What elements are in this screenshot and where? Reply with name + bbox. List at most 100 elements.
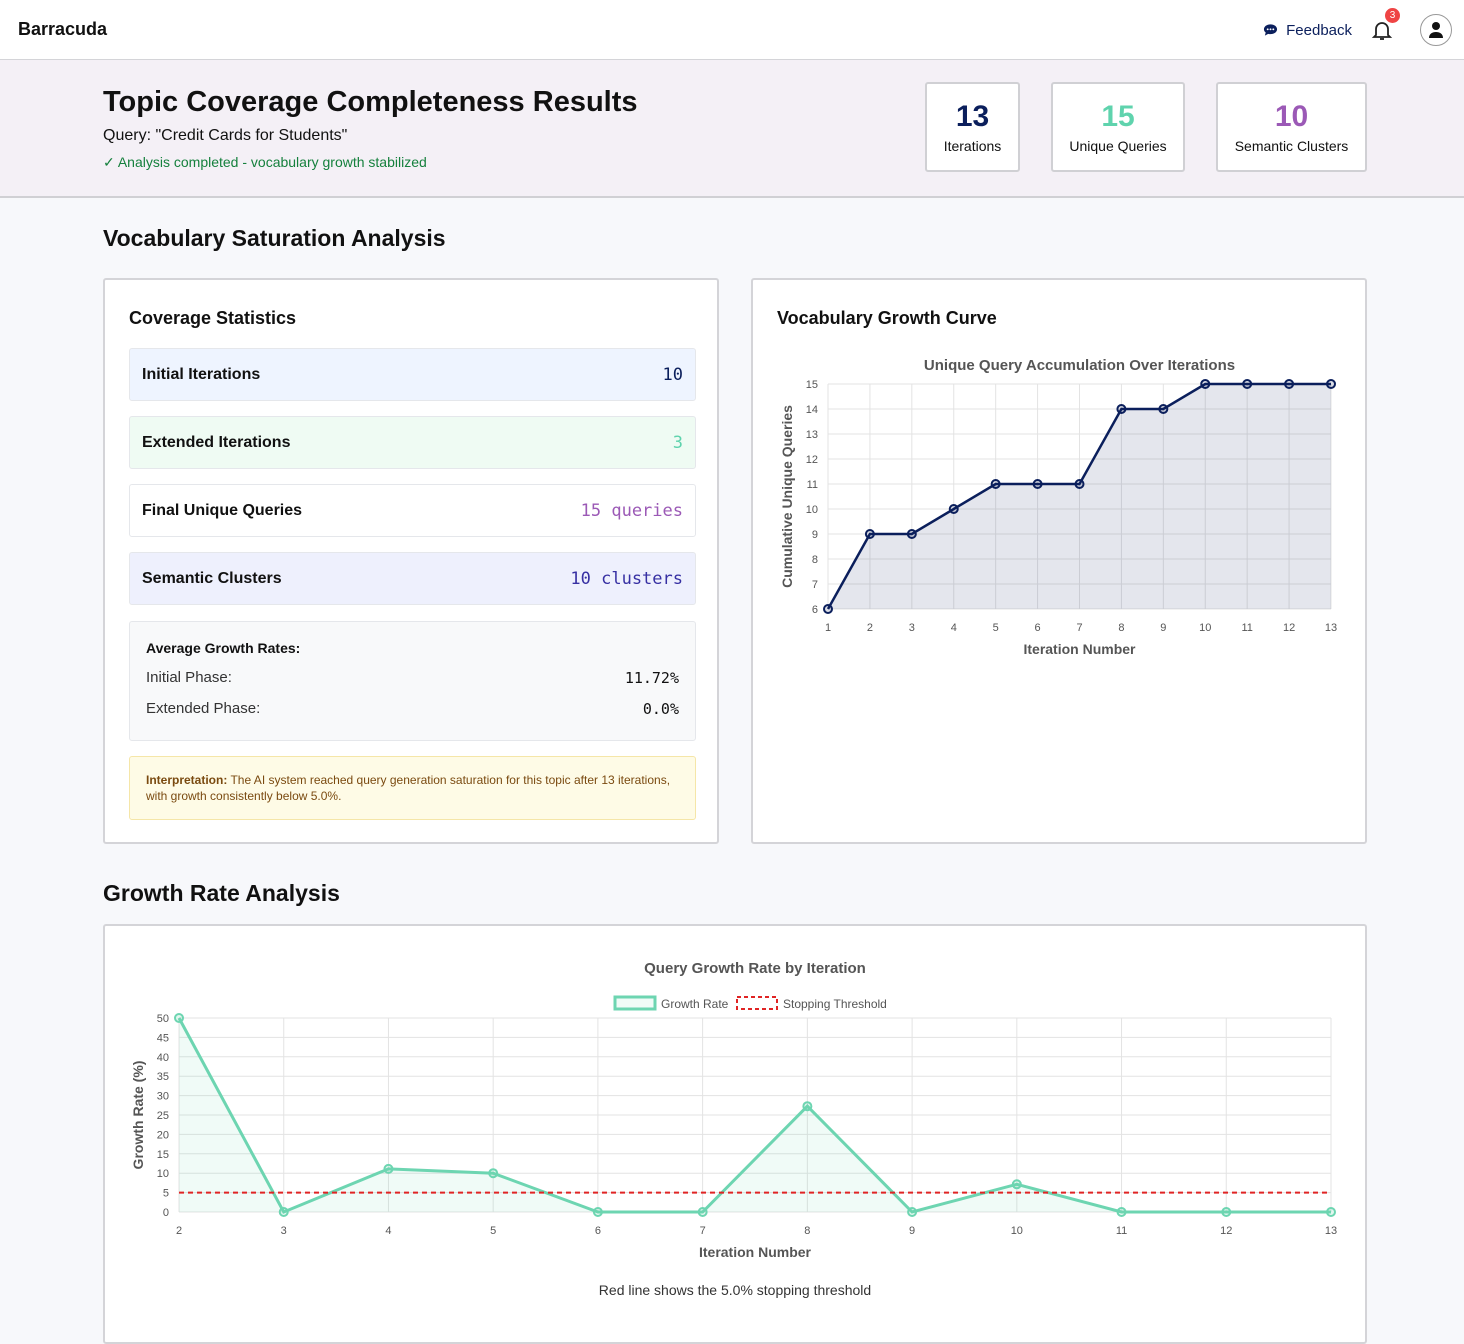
data-point — [1074, 479, 1085, 489]
y-tick-label: 40 — [157, 1052, 169, 1064]
row-value: 10 clusters — [570, 568, 683, 589]
row-label: Semantic Clusters — [142, 569, 282, 587]
y-tick-label: 50 — [157, 1013, 169, 1025]
status-message: ✓ Analysis completed - vocabulary growth… — [103, 154, 427, 170]
y-tick-label: 6 — [812, 604, 818, 616]
vocabulary-growth-chart: Unique Query Accumulation Over Iteration… — [779, 357, 1337, 657]
x-tick-label: 2 — [867, 622, 873, 634]
x-tick-label: 10 — [1199, 622, 1211, 634]
interpretation-note: Interpretation: The AI system reached qu… — [129, 756, 696, 820]
legend-label: Stopping Threshold — [783, 997, 887, 1011]
y-tick-label: 7 — [812, 579, 818, 591]
chat-bubble-icon — [1264, 24, 1278, 36]
data-point — [864, 529, 875, 539]
stat-row-final-unique-queries: Final Unique Queries 15 queries — [129, 484, 696, 537]
data-point — [1116, 404, 1127, 414]
row-label: Initial Iterations — [142, 365, 261, 383]
brand-logo[interactable]: Barracuda — [18, 19, 108, 39]
x-tick-label: 13 — [1325, 622, 1337, 634]
bell-icon — [1371, 22, 1393, 40]
y-tick-label: 14 — [806, 404, 818, 416]
y-tick-label: 35 — [157, 1071, 169, 1083]
initial-phase-value: 11.72% — [624, 669, 679, 687]
x-tick-label: 7 — [700, 1225, 706, 1237]
interpretation-text: The AI system reached query generation s… — [146, 773, 671, 803]
row-value: 10 — [662, 364, 683, 385]
x-tick-label: 13 — [1325, 1225, 1337, 1237]
data-point — [697, 1207, 708, 1217]
y-axis-label: Cumulative Unique Queries — [779, 405, 795, 588]
feedback-button[interactable]: Feedback — [1263, 22, 1352, 39]
chart-title: Query Growth Rate by Iteration — [644, 960, 866, 977]
feedback-label: Feedback — [1286, 21, 1352, 39]
stat-label: Unique Queries — [1069, 138, 1167, 154]
data-point — [823, 604, 833, 614]
x-tick-label: 2 — [176, 1225, 182, 1237]
data-point — [802, 1101, 813, 1112]
y-axis-label: Growth Rate (%) — [130, 1061, 146, 1170]
x-axis-label: Iteration Number — [1023, 641, 1136, 657]
y-tick-label: 10 — [157, 1168, 169, 1180]
x-tick-label: 12 — [1220, 1225, 1232, 1237]
data-point — [907, 1207, 918, 1217]
data-point — [1116, 1207, 1127, 1217]
data-point — [906, 529, 917, 539]
stat-value: 13 — [955, 100, 990, 133]
x-tick-label: 10 — [1011, 1225, 1023, 1237]
legend-swatch — [736, 996, 778, 1010]
growth-rate-chart: Query Growth Rate by Iteration0510152025… — [130, 960, 1337, 1260]
y-tick-label: 11 — [807, 479, 818, 491]
coverage-statistics-card: Coverage Statistics Initial Iterations 1… — [103, 278, 719, 844]
data-point — [990, 479, 1001, 489]
y-tick-label: 8 — [812, 554, 818, 566]
x-tick-label: 5 — [490, 1225, 496, 1237]
initial-phase-label: Initial Phase: — [146, 669, 232, 686]
x-tick-label: 8 — [1118, 622, 1124, 634]
user-avatar[interactable] — [1420, 14, 1452, 46]
x-tick-label: 3 — [281, 1225, 287, 1237]
y-tick-label: 12 — [806, 454, 818, 466]
extended-phase-value: 0.0% — [642, 700, 679, 718]
stat-iterations: 13 Iterations — [925, 82, 1020, 172]
query-text: Query: "Credit Cards for Students" — [103, 127, 348, 144]
page-title: Topic Coverage Completeness Results — [103, 86, 638, 118]
stat-row-initial-iterations: Initial Iterations 10 — [129, 348, 696, 401]
threshold-footnote: Red line shows the 5.0% stopping thresho… — [598, 1282, 872, 1298]
data-point — [1200, 379, 1211, 389]
data-point — [948, 504, 959, 514]
legend-swatch — [613, 995, 657, 1011]
average-growth-rates: Average Growth Rates: Initial Phase: 11.7… — [129, 621, 696, 741]
section-heading-saturation: Vocabulary Saturation Analysis — [103, 225, 446, 251]
y-tick-label: 10 — [806, 504, 818, 516]
y-tick-label: 15 — [806, 379, 818, 391]
data-point — [278, 1207, 289, 1217]
row-value: 15 queries — [580, 500, 683, 521]
y-tick-label: 9 — [812, 529, 818, 541]
x-tick-label: 5 — [993, 622, 999, 634]
x-tick-label: 11 — [1116, 1225, 1127, 1237]
legend-label: Growth Rate — [661, 997, 729, 1011]
data-point — [1032, 479, 1043, 489]
user-icon — [1429, 22, 1443, 38]
initial-phase-row: Initial Phase: 11.72% — [146, 669, 679, 687]
y-tick-label: 45 — [157, 1032, 169, 1044]
x-tick-label: 4 — [951, 622, 957, 634]
x-axis-label: Iteration Number — [699, 1244, 812, 1260]
notifications-button[interactable]: 3 — [1370, 8, 1400, 42]
stat-row-extended-iterations: Extended Iterations 3 — [129, 416, 696, 469]
series-line — [826, 382, 1331, 610]
x-tick-label: 6 — [595, 1225, 601, 1237]
x-tick-label: 1 — [825, 622, 831, 634]
x-tick-label: 9 — [909, 1225, 915, 1237]
y-tick-label: 15 — [157, 1149, 169, 1161]
card-title: Vocabulary Growth Curve — [777, 308, 997, 328]
stat-unique-queries: 15 Unique Queries — [1051, 82, 1185, 172]
x-tick-label: 8 — [804, 1225, 810, 1237]
data-point — [1158, 404, 1169, 414]
row-value: 3 — [672, 432, 683, 453]
notification-badge: 3 — [1385, 8, 1400, 23]
data-point — [1326, 1207, 1336, 1217]
data-point — [1242, 379, 1253, 389]
x-tick-label: 7 — [1076, 622, 1082, 634]
stat-row-semantic-clusters: Semantic Clusters 10 clusters — [129, 552, 696, 605]
